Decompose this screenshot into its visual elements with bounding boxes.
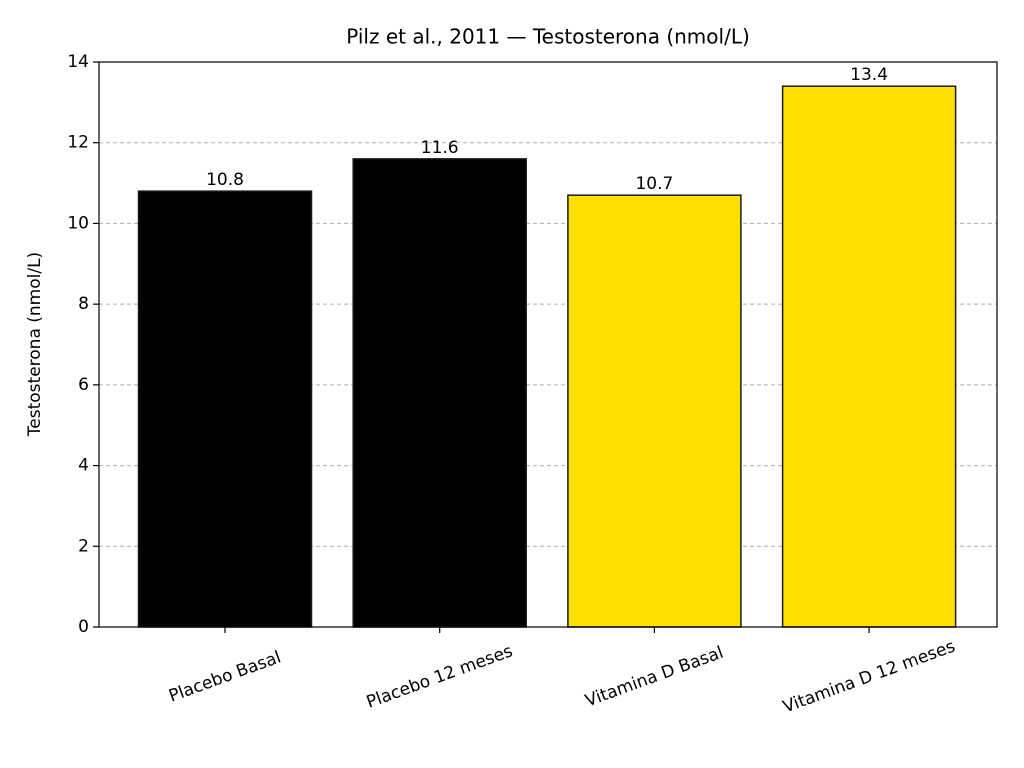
y-tick-label: 14 (67, 52, 89, 72)
y-tick-label: 10 (67, 213, 89, 233)
bar (567, 194, 742, 628)
y-tick-label: 8 (78, 294, 89, 314)
chart-title: Pilz et al., 2011 — Testosterona (nmol/L… (346, 25, 750, 49)
x-tick-label: Vitamina D 12 meses (780, 636, 958, 717)
x-tick-label: Placebo 12 meses (364, 641, 516, 713)
bar (781, 85, 957, 628)
y-tick-label: 4 (78, 456, 89, 476)
y-tick-label: 0 (78, 617, 89, 637)
data-label: 13.4 (850, 65, 888, 85)
y-tick-label: 2 (78, 536, 89, 556)
data-label: 10.7 (635, 174, 673, 194)
y-axis-label: Testosterona (nmol/L) (25, 252, 45, 437)
bar (137, 190, 313, 628)
y-tick-label: 6 (78, 375, 89, 395)
x-tick-label: Placebo Basal (166, 647, 284, 706)
y-tick-label: 12 (67, 133, 89, 153)
data-label: 11.6 (421, 138, 459, 158)
data-label: 10.8 (206, 170, 244, 190)
x-tick-label: Vitamina D Basal (583, 643, 727, 712)
plot-frame (98, 61, 998, 628)
bar (352, 158, 527, 628)
